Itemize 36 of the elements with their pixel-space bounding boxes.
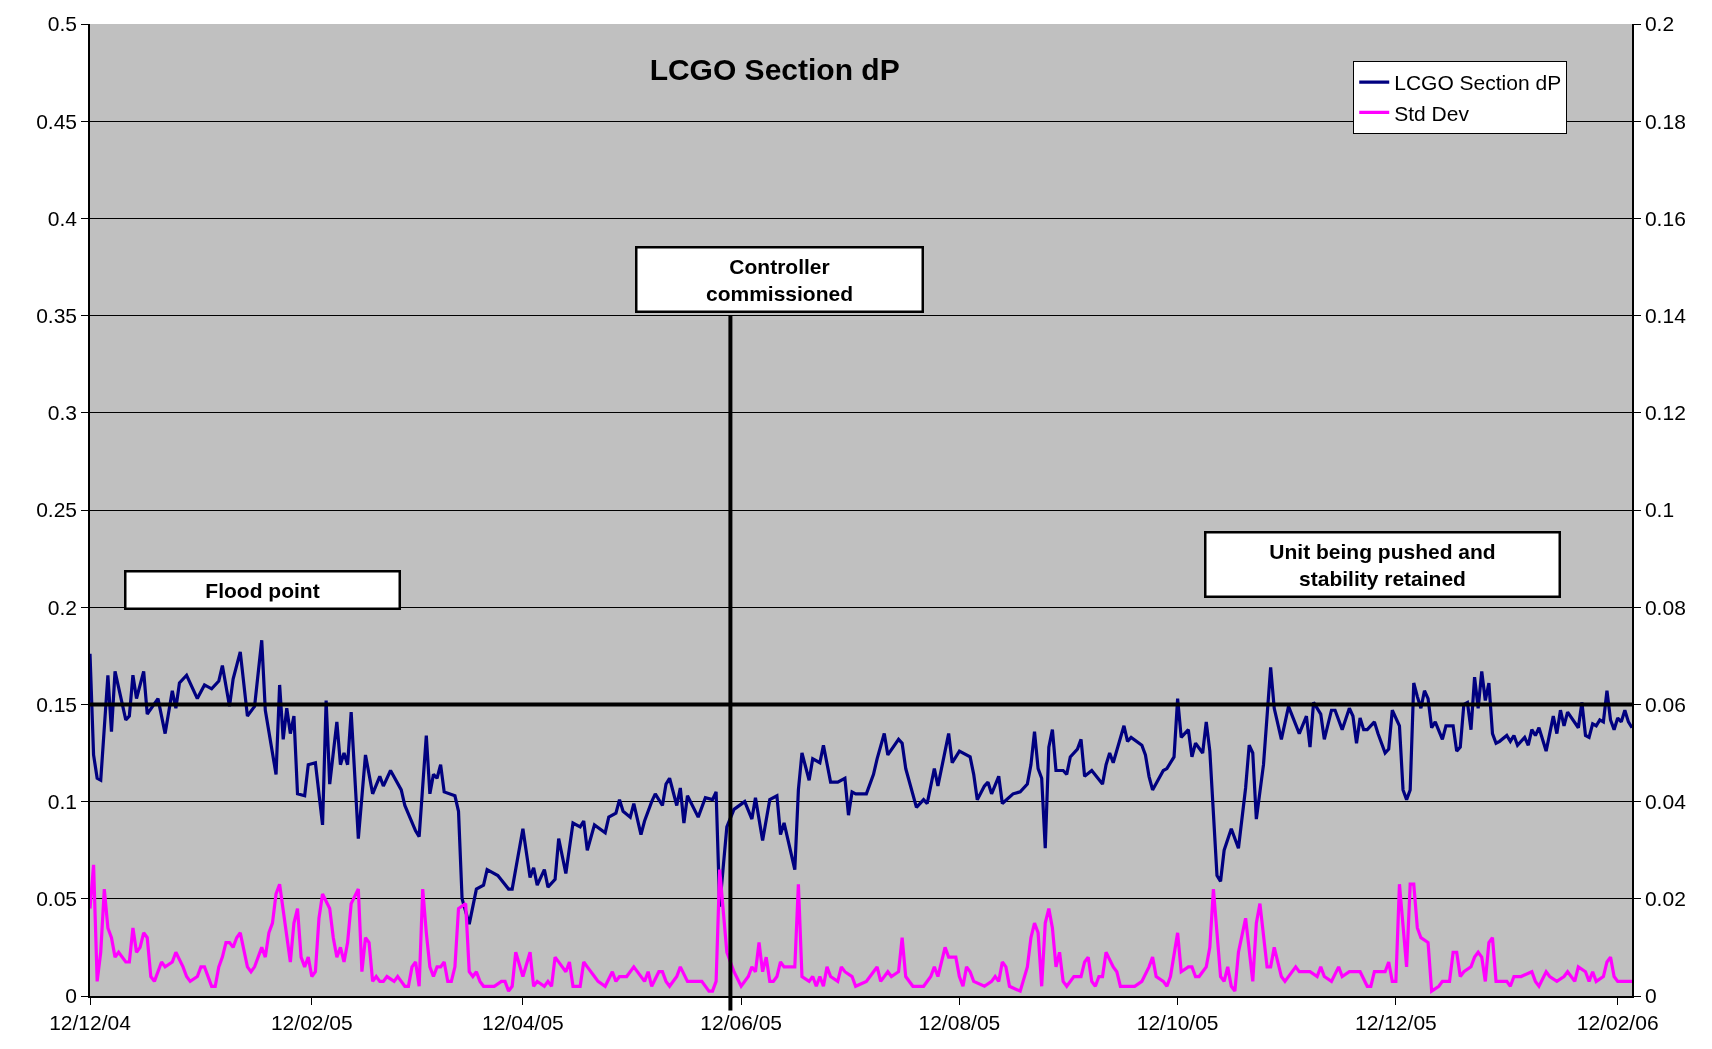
y-tick-label: 0.5 [47, 12, 78, 36]
legend-label: Std Dev [1394, 101, 1470, 125]
y2-tick-label: 0.2 [1644, 12, 1675, 36]
x-tick-label: 12/12/05 [1354, 1010, 1437, 1034]
x-tick-label: 12/08/05 [918, 1010, 1001, 1034]
text: LCGO Section dP [649, 53, 900, 87]
annotation: Controller commissioned [705, 254, 854, 305]
annotation: Flood point [205, 578, 320, 602]
annotation: Unit being pushed and stability retained [1269, 539, 1496, 590]
x-tick-label: 12/02/05 [270, 1010, 353, 1034]
y2-tick-label: 0 [1644, 984, 1657, 1008]
y2-tick-label: 0.16 [1644, 206, 1686, 230]
y2-tick-label: 0.12 [1644, 401, 1686, 425]
y-tick-label: 0.45 [36, 109, 78, 133]
y2-tick-label: 0.14 [1644, 303, 1687, 327]
y2-tick-label: 0.08 [1644, 595, 1686, 619]
x-tick-label: 12/10/05 [1136, 1010, 1219, 1034]
x-tick-label: 12/02/06 [1576, 1010, 1659, 1034]
x-tick-label: 12/06/05 [700, 1010, 783, 1034]
y-tick-label: 0.1 [47, 789, 78, 813]
y-tick-label: 0.35 [36, 303, 78, 327]
x-tick-label: 12/12/04 [49, 1010, 132, 1034]
y2-tick-label: 0.18 [1644, 109, 1686, 133]
y-tick-label: 0.25 [36, 498, 78, 522]
legend-label: LCGO Section dP [1394, 71, 1562, 95]
x-tick-label: 12/04/05 [482, 1010, 564, 1034]
y-tick-label: 0.05 [36, 887, 78, 911]
y-tick-label: 0.2 [47, 595, 78, 619]
y2-tick-label: 0.06 [1644, 692, 1686, 716]
y2-tick-label: 0.1 [1644, 498, 1675, 522]
y2-tick-label: 0.02 [1644, 887, 1686, 911]
y-tick-label: 0.4 [47, 206, 78, 230]
y-tick-label: 0.3 [47, 401, 78, 425]
y2-tick-label: 0.04 [1644, 789, 1687, 813]
y-tick-label: 0.15 [36, 692, 78, 716]
y-tick-label: 0 [65, 984, 78, 1008]
